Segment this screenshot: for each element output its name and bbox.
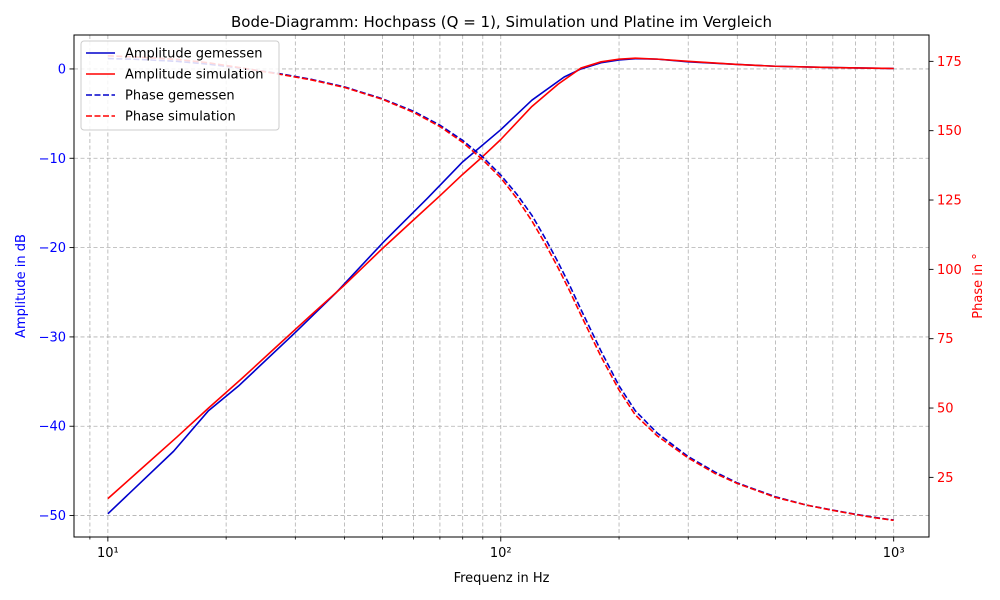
y-right-tick-label: 75 [937, 332, 954, 347]
x-axis: 10¹ 10² 10³ [89, 537, 905, 561]
legend-label-amplitude-simulation: Amplitude simulation [125, 68, 264, 83]
y-right-tick-label: 100 [937, 263, 962, 278]
series-line-amplitude-simulation [107, 57, 894, 500]
legend: Amplitude gemessen Amplitude simulation Ph… [80, 40, 280, 131]
y-axis-right-title: Phase in ° [971, 253, 986, 318]
series-layer [107, 55, 894, 522]
x-axis-title: Frequenz in Hz [454, 571, 550, 586]
y-left-tick-label: 0 [58, 62, 66, 77]
y-left-tick-label: −20 [39, 241, 66, 256]
series-line-phase-simulation [107, 55, 894, 522]
y-axis-right: 25 50 75 100 125 150 175 [929, 55, 962, 486]
y-right-tick-label: 50 [937, 402, 954, 417]
x-tick-label: 10³ [883, 546, 905, 561]
y-right-tick-label: 125 [937, 194, 962, 209]
legend-box [80, 40, 280, 131]
plot-frame [73, 34, 930, 538]
legend-label-phase-simulation: Phase simulation [125, 110, 236, 125]
legend-label-phase-gemessen: Phase gemessen [125, 89, 235, 104]
x-tick-label: 10¹ [97, 546, 119, 561]
y-right-tick-label: 25 [937, 471, 954, 486]
legend-label-amplitude-gemessen: Amplitude gemessen [125, 47, 262, 62]
chart-title: Bode-Diagramm: Hochpass (Q = 1), Simulat… [231, 13, 772, 31]
y-left-tick-label: −40 [39, 420, 66, 435]
y-axis-left-title: Amplitude in dB [14, 234, 29, 338]
grid [74, 35, 929, 537]
y-right-tick-label: 175 [937, 55, 962, 70]
y-axis-left: 0 −10 −20 −30 −40 −50 [39, 62, 74, 524]
x-tick-label: 10² [490, 546, 512, 561]
y-right-tick-label: 150 [937, 124, 962, 139]
y-left-tick-label: −30 [39, 330, 66, 345]
y-left-tick-label: −10 [39, 152, 66, 167]
y-left-tick-label: −50 [39, 509, 66, 524]
